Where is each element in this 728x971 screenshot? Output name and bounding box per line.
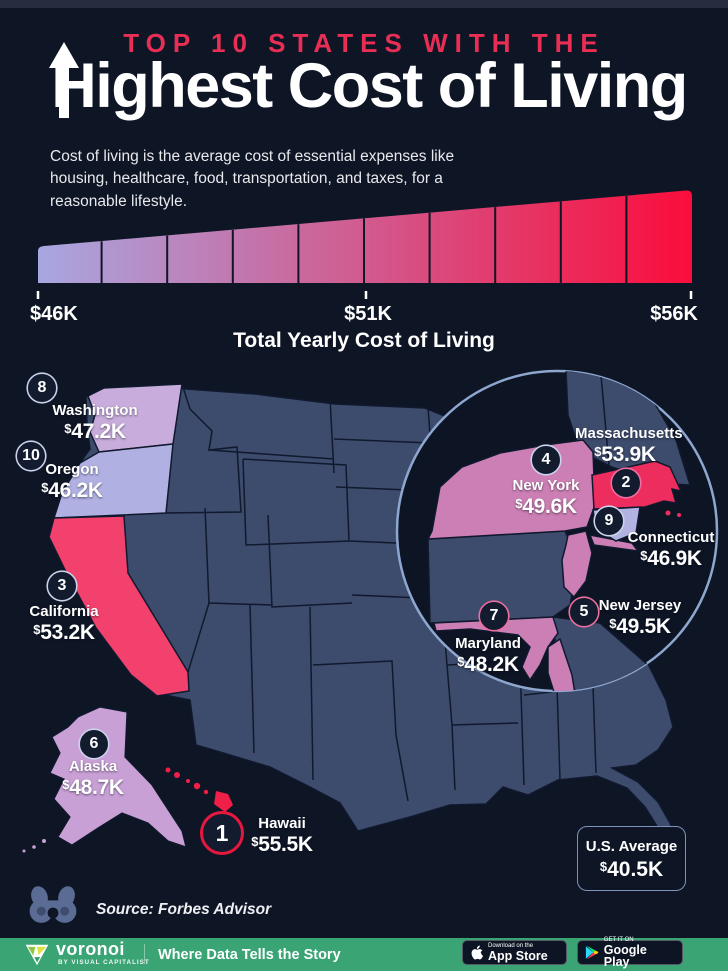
rank-badge-alaska: 6 xyxy=(80,730,108,758)
rank-badge-oregon: 10 xyxy=(17,442,45,470)
scale-tick-labels: $46K $51K $56K xyxy=(0,303,728,327)
callout-new-jersey: New Jersey $49.5K xyxy=(598,597,682,638)
rank-badge-new-jersey: 5 xyxy=(570,598,598,626)
callout-massachusetts: Massachusetts $53.9K xyxy=(575,425,683,466)
kicker-title: TOP 10 STATES WITH THE xyxy=(123,28,605,58)
scale-ticks xyxy=(36,291,693,299)
footer-divider xyxy=(144,944,145,964)
page-title: Highest Cost of Living xyxy=(51,51,688,121)
rank-badge-connecticut: 9 xyxy=(595,507,623,535)
callout-new-york: New York $49.6K xyxy=(512,477,580,518)
gplay-line2: Google Play xyxy=(603,942,647,969)
appstore-line1: Download on the xyxy=(488,942,534,949)
rank-badge-massachusetts: 2 xyxy=(612,469,640,497)
appstore-line2: App Store xyxy=(488,948,548,963)
callout-maryland: Maryland $48.2K xyxy=(455,635,521,676)
scale-tick-max: $56K xyxy=(650,303,698,325)
footer-tagline: Where Data Tells the Story xyxy=(158,947,341,963)
voronoi-logo-icon xyxy=(25,944,49,966)
source-text: Source: Forbes Advisor xyxy=(96,901,272,918)
app-store-badge[interactable]: Download on the App Store xyxy=(462,940,567,965)
gplay-line1: GET IT ON xyxy=(603,936,634,943)
cost-scale-legend xyxy=(36,190,693,299)
description-text: Cost of living is the average cost of es… xyxy=(50,148,455,210)
google-play-icon xyxy=(585,945,599,960)
scale-tick-mid: $51K xyxy=(344,303,392,325)
rank-badge-washington: 8 xyxy=(28,374,56,402)
scale-segment-dividers xyxy=(100,195,628,283)
top-strip xyxy=(0,0,728,8)
binoculars-icon xyxy=(29,886,77,923)
up-arrow-icon xyxy=(49,42,79,118)
voronoi-brand: voronoi xyxy=(56,939,125,959)
google-play-badge[interactable]: GET IT ON Google Play xyxy=(577,936,683,968)
scale-title: Total Yearly Cost of Living xyxy=(233,329,495,352)
state-new-jersey xyxy=(561,530,593,599)
rank-badge-new-york: 4 xyxy=(532,446,560,474)
voronoi-byline: BY VISUAL CAPITALIST xyxy=(58,959,150,966)
us-average-label: U.S. Average xyxy=(585,837,678,855)
delmarva-peninsula xyxy=(547,637,577,691)
rank-badge-california: 3 xyxy=(48,572,76,600)
callout-alaska: Alaska $48.7K xyxy=(62,758,124,799)
state-hawaii xyxy=(165,767,233,812)
callout-hawaii: Hawaii $55.5K xyxy=(251,815,313,856)
state-maryland xyxy=(433,616,559,682)
callout-california: California $53.2K xyxy=(29,603,99,644)
callout-connecticut: Connecticut $46.9K xyxy=(627,529,715,570)
apple-icon xyxy=(471,945,483,960)
rank-badge-maryland: 7 xyxy=(480,602,508,630)
callout-washington: Washington $47.2K xyxy=(52,402,138,443)
callout-oregon: Oregon $46.2K xyxy=(41,461,103,502)
rank-badge-hawaii: 1 xyxy=(203,814,241,852)
us-average-box: U.S. Average $40.5K xyxy=(577,826,686,891)
scale-tick-min: $46K xyxy=(30,303,78,325)
state-california xyxy=(48,515,190,697)
